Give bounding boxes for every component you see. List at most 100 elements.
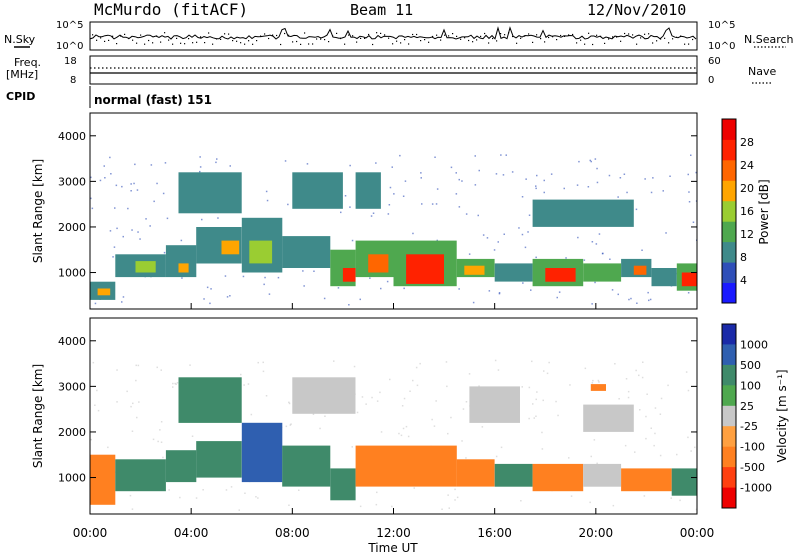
noise-point [436, 188, 439, 190]
noise-point [353, 365, 356, 368]
noise-point [398, 432, 400, 435]
noise-point [456, 496, 459, 499]
noise-point [521, 386, 523, 388]
noise-point [638, 374, 640, 377]
noise-point [502, 174, 505, 176]
noise-point [542, 399, 544, 402]
nsearch-point [660, 38, 662, 40]
colorbar-swatch [722, 324, 736, 345]
nsearch-point [124, 33, 126, 35]
noise-point [454, 488, 456, 491]
heatmap-cell-10 [532, 463, 584, 492]
nsearch-point [668, 42, 670, 44]
colorbar-swatch [722, 139, 736, 161]
noise-point [210, 288, 212, 290]
nsearch-point [452, 33, 454, 35]
nsearch-point [496, 40, 498, 42]
noise-point [676, 453, 678, 456]
noise-point [435, 400, 437, 402]
noise-point [201, 218, 203, 221]
colorbar-tick-label: 500 [740, 359, 761, 372]
noise-point [441, 508, 443, 510]
noise-point [263, 283, 265, 286]
noise-point [590, 160, 592, 163]
noise-point [641, 376, 644, 379]
ytick-label: 1000 [58, 472, 86, 485]
noise-point [505, 154, 507, 156]
noise-point [104, 177, 106, 179]
noise-point [447, 494, 449, 496]
noise-point [243, 384, 245, 386]
noise-point [568, 457, 570, 459]
noise-point [405, 425, 408, 428]
noise-point [528, 386, 531, 389]
noise-point [312, 413, 315, 415]
nsearch-point [516, 42, 518, 44]
noise-point [421, 203, 423, 205]
noise-point [413, 487, 415, 489]
freq-panel-frame [89, 55, 698, 85]
nsearch-point [528, 33, 530, 35]
noise-point [195, 497, 198, 499]
noise-point [589, 501, 591, 504]
nsearch-point [196, 41, 198, 43]
nsearch-point [596, 34, 598, 36]
noise-point [654, 432, 656, 435]
noise-point [528, 214, 531, 216]
noise-point [90, 197, 92, 200]
nsearch-point [336, 32, 338, 34]
nsearch-point [308, 43, 310, 45]
noise-point [654, 407, 657, 409]
noise-point [543, 370, 545, 372]
colorbar-tick-label: 20 [740, 182, 754, 195]
noise-point [636, 302, 638, 304]
noise-point [498, 292, 501, 294]
nsearch-point [572, 33, 574, 36]
noise-point [601, 252, 604, 255]
nsearch-point [560, 34, 562, 37]
nsearch-point [236, 40, 238, 42]
colorbar-swatch [722, 159, 736, 181]
colorbar-swatch [722, 344, 736, 366]
noise-point [133, 182, 135, 185]
noise-point [690, 450, 692, 452]
nsearch-point [320, 38, 322, 40]
noise-point [635, 208, 638, 211]
noise-point [160, 421, 163, 423]
noise-point [619, 177, 622, 179]
noise-point [518, 227, 520, 229]
noise-point [137, 231, 139, 233]
noise-point [447, 432, 449, 435]
nsearch-point [472, 41, 474, 43]
xtick-label: 00:00 [73, 526, 108, 540]
noise-point [113, 246, 116, 248]
noise-point [150, 164, 153, 166]
nsearch-point [612, 36, 614, 38]
nsearch-point [332, 35, 334, 37]
heatmap-cell-3 [196, 441, 242, 478]
noise-point [578, 160, 580, 163]
nsearch-point [120, 35, 122, 37]
nsearch-point [620, 40, 622, 42]
nsky-label: N.Sky [4, 33, 36, 46]
nsearch-point [144, 43, 146, 45]
nsearch-point [268, 37, 270, 40]
nsearch-point [364, 37, 366, 39]
noise-point [533, 417, 535, 419]
noise-point [244, 492, 246, 494]
nsearch-point [384, 34, 386, 36]
noise-point [103, 165, 105, 167]
noise-point [166, 217, 169, 220]
nsearch-point [244, 43, 246, 45]
noise-point [191, 435, 194, 437]
noise-point [175, 383, 177, 385]
nsearch-point [292, 41, 294, 43]
noise-point [313, 270, 315, 272]
nsearch-point [564, 35, 566, 37]
nsearch-point [476, 39, 478, 41]
noise-point [351, 239, 354, 242]
noise-point [478, 169, 480, 172]
noise-point [412, 232, 414, 235]
noise-point [685, 371, 688, 373]
nsearch-point [344, 43, 346, 45]
